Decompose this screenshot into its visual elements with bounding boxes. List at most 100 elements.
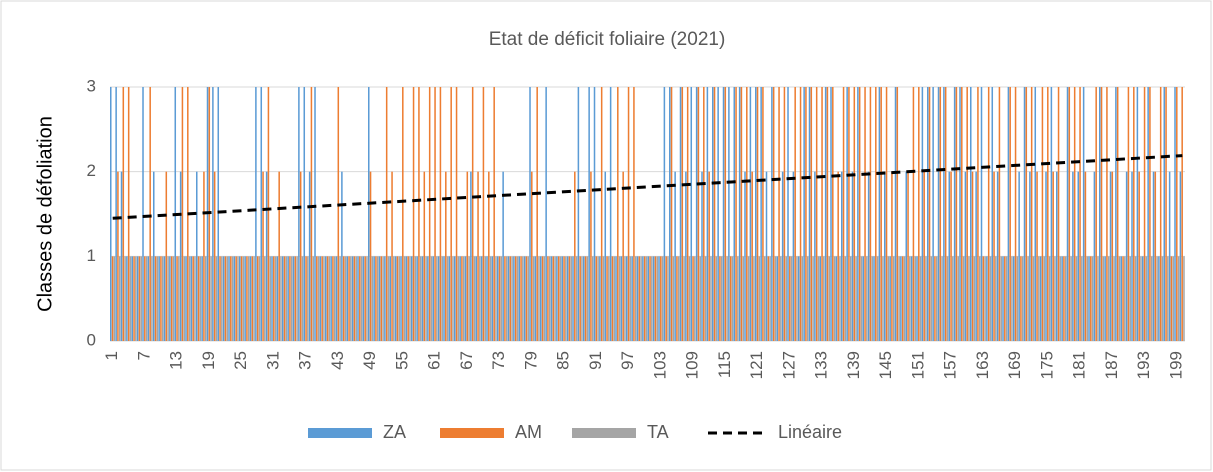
bar: [398, 256, 400, 341]
bar: [552, 256, 555, 341]
bar: [989, 256, 992, 341]
bar: [663, 87, 666, 341]
bar: [274, 256, 277, 341]
bar: [634, 256, 637, 341]
bar: [781, 171, 784, 341]
bar: [862, 256, 865, 341]
bar: [217, 87, 220, 341]
bar: [697, 87, 700, 341]
bar: [611, 256, 614, 341]
bar: [701, 171, 703, 341]
bar: [955, 87, 958, 341]
bar: [280, 256, 282, 341]
bar: [832, 87, 834, 341]
bar: [982, 256, 985, 341]
bar: [993, 171, 995, 341]
bar: [778, 87, 780, 341]
bar: [934, 256, 936, 341]
bar: [1149, 87, 1151, 341]
bar: [502, 171, 504, 341]
bar: [541, 256, 544, 341]
bar: [660, 256, 662, 341]
bar: [400, 256, 402, 341]
bar: [814, 171, 816, 341]
bar: [961, 87, 963, 341]
bar: [674, 171, 676, 341]
bar: [455, 87, 458, 341]
bar: [484, 256, 486, 341]
bar: [805, 87, 807, 341]
bar: [927, 87, 929, 341]
bar: [604, 171, 607, 341]
bar: [475, 256, 478, 341]
bar: [267, 87, 270, 341]
bar: [1116, 87, 1119, 341]
bar: [815, 87, 818, 341]
bar: [677, 256, 680, 341]
bar: [1140, 256, 1142, 341]
bar: [181, 87, 184, 341]
bar: [258, 256, 261, 341]
bar: [172, 256, 175, 341]
bar: [443, 256, 445, 341]
bar: [769, 256, 771, 341]
bar: [1129, 256, 1131, 341]
bar: [928, 87, 931, 341]
bar: [959, 87, 961, 341]
bar: [470, 171, 472, 341]
bar: [970, 87, 972, 341]
bar: [278, 171, 280, 341]
bar: [1147, 87, 1149, 341]
bar: [996, 171, 999, 341]
bar: [907, 171, 909, 341]
bar: [369, 171, 372, 341]
bar: [735, 87, 737, 341]
bar: [557, 256, 560, 341]
bar: [554, 256, 556, 341]
bar: [609, 87, 612, 341]
bar: [1122, 256, 1124, 341]
bar: [439, 87, 442, 341]
bar: [1100, 87, 1103, 341]
bar: [762, 87, 764, 341]
bar: [522, 256, 524, 341]
bar: [113, 256, 116, 341]
bar: [935, 256, 938, 341]
bar: [1097, 256, 1099, 341]
x-tick-label: 7: [134, 351, 153, 360]
bar: [794, 87, 796, 341]
bar: [445, 171, 447, 341]
bar: [409, 256, 411, 341]
bar: [1090, 256, 1092, 341]
trendline: [112, 154, 1183, 220]
bar: [771, 87, 773, 341]
bar: [669, 87, 671, 341]
bar: [360, 256, 363, 341]
bar: [742, 256, 744, 341]
bar: [1093, 171, 1096, 341]
bar: [1082, 87, 1085, 341]
bar: [944, 87, 947, 341]
bar: [801, 256, 804, 341]
bar: [393, 256, 395, 341]
bar: [165, 171, 168, 341]
bar: [144, 256, 146, 341]
bar: [995, 256, 997, 341]
bar: [656, 256, 658, 341]
y-tick-label: 2: [87, 161, 96, 180]
bar: [600, 87, 603, 341]
bar: [703, 87, 705, 341]
bar: [932, 87, 934, 341]
bar: [1013, 256, 1015, 341]
bar: [290, 256, 293, 341]
bar: [642, 256, 644, 341]
bar: [1086, 256, 1088, 341]
x-tick-label: 1: [102, 351, 121, 360]
bar: [1036, 171, 1038, 341]
bar: [590, 171, 592, 341]
bar: [568, 256, 571, 341]
bar: [265, 171, 268, 341]
bar: [450, 87, 452, 341]
bar: [1000, 256, 1002, 341]
